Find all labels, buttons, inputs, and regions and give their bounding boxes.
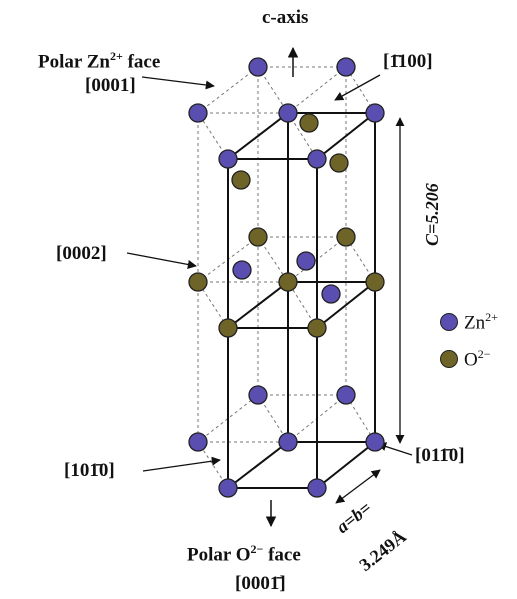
polar-zn-face-direction: [0001] [85, 75, 136, 96]
legend-zn-swatch [440, 313, 458, 331]
zn-atom [307, 149, 327, 169]
legend-zn-charge: 2+ [485, 310, 498, 324]
zn-atom [307, 478, 327, 498]
zn-atom [248, 57, 268, 77]
o-atom [365, 272, 385, 292]
o-atom [218, 318, 238, 338]
zn-atom [296, 251, 316, 271]
unit-cell-edges [225, 112, 378, 489]
zn-atom [232, 260, 252, 280]
polar-zn-face-label: Polar Zn2+ face [38, 50, 160, 71]
zn-atom [188, 432, 208, 452]
polar-zn-face-charge: 2+ [109, 49, 123, 63]
legend-o-swatch [440, 350, 458, 368]
polar-o-face-charge: 2− [250, 542, 264, 556]
zn-atom [336, 57, 356, 77]
o-atom [278, 272, 298, 292]
polar-o-face-direction: [0001̄] [235, 573, 286, 594]
zn-atoms [188, 57, 385, 498]
zn-atom [278, 432, 298, 452]
o-atom [336, 227, 356, 247]
polar-zn-face-text: Polar Zn [38, 51, 110, 73]
legend-o-label: O2− [464, 348, 491, 369]
polar-o-face-text-end: face [263, 544, 301, 566]
o-atom [299, 113, 319, 133]
direction-01-10-label: [011̄0] [415, 445, 465, 466]
polar-zn-face-text-end: face [122, 51, 161, 73]
c-axis-label: c-axis [262, 7, 309, 28]
legend-o-ion: O [464, 349, 478, 371]
o-atoms [188, 113, 385, 338]
zn-atom [365, 432, 385, 452]
legend-zn-label: Zn2+ [464, 311, 498, 332]
o-atom [231, 170, 251, 190]
zn-atom [365, 103, 385, 123]
zn-atom [218, 149, 238, 169]
polar-o-face-text: Polar O [187, 544, 251, 566]
pointer-arrows [126, 74, 413, 472]
direction-10-10-label: [101̄0] [64, 460, 115, 481]
zn-atom [188, 103, 208, 123]
direction-1-100-label: [1̄100] [383, 51, 433, 72]
o-atom [248, 227, 268, 247]
ab-dimension-arrow [335, 469, 381, 504]
legend-zn-ion: Zn [464, 312, 486, 334]
o-atom [307, 318, 327, 338]
o-atom [188, 272, 208, 292]
zn-atom [321, 284, 341, 304]
legend-o-charge: 2− [477, 347, 491, 361]
zn-atom [336, 385, 356, 405]
c-value-label: C=5.206 [422, 183, 442, 246]
zn-atom [278, 103, 298, 123]
zn-atom [248, 385, 268, 405]
o-atom [329, 153, 349, 173]
polar-o-face-label: Polar O2− face [187, 543, 301, 564]
zn-atom [218, 478, 238, 498]
direction-0002-label: [0002] [56, 243, 107, 264]
